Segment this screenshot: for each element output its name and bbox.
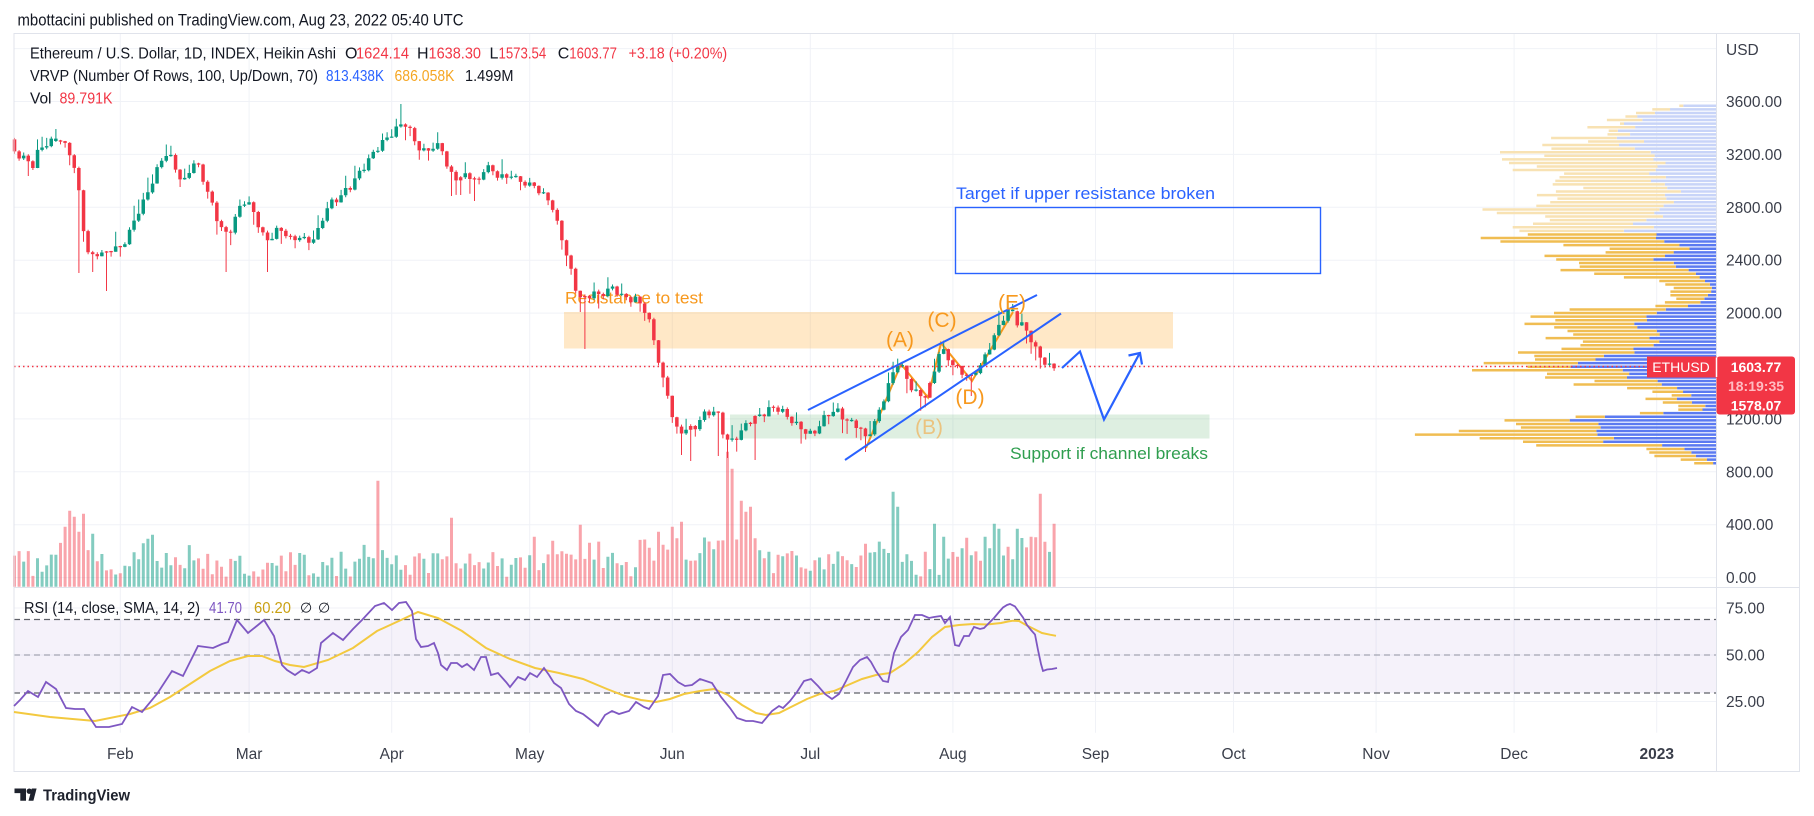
svg-text:∅: ∅: [300, 600, 312, 616]
svg-text:L: L: [490, 46, 499, 63]
svg-text:C: C: [558, 46, 570, 63]
svg-text:1624.14: 1624.14: [356, 46, 409, 63]
svg-text:800.00: 800.00: [1726, 464, 1774, 481]
svg-text:2023: 2023: [1639, 746, 1674, 763]
svg-text:+3.18 (+0.20%): +3.18 (+0.20%): [629, 46, 728, 63]
svg-text:Support if channel breaks: Support if channel breaks: [1010, 445, 1208, 463]
svg-text:Jun: Jun: [660, 746, 685, 763]
svg-text:(B): (B): [915, 416, 943, 439]
svg-text:25.00: 25.00: [1726, 694, 1765, 711]
svg-text:(A): (A): [886, 329, 914, 352]
svg-text:0.00: 0.00: [1726, 570, 1757, 587]
svg-text:Dec: Dec: [1500, 746, 1528, 763]
svg-text:Oct: Oct: [1221, 746, 1246, 763]
svg-text:Nov: Nov: [1362, 746, 1390, 763]
svg-text:89.791K: 89.791K: [60, 91, 113, 108]
svg-text:Mar: Mar: [236, 746, 263, 763]
svg-text:41.70: 41.70: [209, 600, 242, 617]
svg-text:1603.77: 1603.77: [1731, 359, 1782, 375]
svg-text:1638.30: 1638.30: [429, 46, 482, 63]
svg-text:1200.00: 1200.00: [1726, 411, 1782, 428]
svg-text:Jul: Jul: [800, 746, 820, 763]
svg-text:TradingView: TradingView: [43, 788, 131, 805]
svg-text:Target if upper resistance bro: Target if upper resistance broken: [956, 185, 1215, 203]
svg-text:mbottacini published on Tradin: mbottacini published on TradingView.com,…: [18, 12, 464, 30]
svg-text:Vol: Vol: [30, 91, 52, 108]
svg-text:(D): (D): [955, 386, 984, 409]
svg-text:Sep: Sep: [1082, 746, 1110, 763]
svg-text:1603.77: 1603.77: [569, 46, 617, 63]
svg-text:(E): (E): [998, 292, 1026, 315]
svg-text:O: O: [345, 46, 357, 63]
svg-text:Aug: Aug: [939, 746, 967, 763]
svg-text:3600.00: 3600.00: [1726, 94, 1782, 111]
svg-text:RSI (14, close, SMA, 14, 2): RSI (14, close, SMA, 14, 2): [24, 600, 200, 617]
svg-text:813.438K: 813.438K: [326, 68, 384, 85]
svg-text:USD: USD: [1726, 42, 1759, 59]
svg-text:18:19:35: 18:19:35: [1728, 378, 1784, 394]
svg-text:2000.00: 2000.00: [1726, 306, 1782, 323]
svg-text:60.20: 60.20: [254, 600, 291, 617]
svg-text:2800.00: 2800.00: [1726, 200, 1782, 217]
svg-text:686.058K: 686.058K: [395, 68, 455, 85]
svg-text:50.00: 50.00: [1726, 648, 1765, 665]
svg-text:400.00: 400.00: [1726, 517, 1774, 534]
svg-text:2400.00: 2400.00: [1726, 253, 1782, 270]
svg-text:1573.54: 1573.54: [499, 46, 547, 63]
svg-text:ETHUSD: ETHUSD: [1652, 359, 1710, 375]
svg-text:3200.00: 3200.00: [1726, 147, 1782, 164]
svg-text:1.499M: 1.499M: [465, 68, 514, 85]
svg-text:∅: ∅: [318, 600, 330, 616]
svg-text:VRVP (Number Of Rows, 100, Up/: VRVP (Number Of Rows, 100, Up/Down, 70): [30, 68, 318, 85]
svg-text:Apr: Apr: [380, 746, 404, 763]
svg-text:Ethereum / U.S. Dollar, 1D, IN: Ethereum / U.S. Dollar, 1D, INDEX, Heiki…: [30, 46, 336, 63]
svg-text:May: May: [515, 746, 545, 763]
svg-text:(C): (C): [927, 309, 956, 332]
svg-text:Feb: Feb: [107, 746, 134, 763]
svg-text:1578.07: 1578.07: [1731, 398, 1782, 414]
svg-text:H: H: [417, 46, 429, 63]
svg-text:75.00: 75.00: [1726, 601, 1765, 618]
